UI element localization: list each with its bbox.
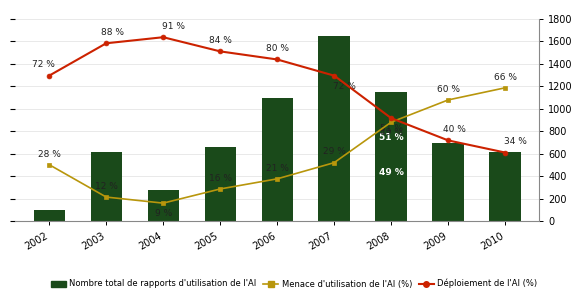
Text: 40 %: 40 %	[443, 125, 466, 134]
Text: 49 %: 49 %	[379, 168, 403, 177]
Bar	[262, 98, 293, 221]
Text: 60 %: 60 %	[437, 85, 460, 94]
Text: 88 %: 88 %	[101, 28, 123, 37]
Text: 72 %: 72 %	[333, 82, 356, 91]
Text: 91 %: 91 %	[162, 22, 185, 31]
Déploiement de l'AI (%)	[330, 74, 338, 78]
Déploiement de l'AI (%)	[103, 41, 110, 45]
Déploiement de l'AI (%)	[445, 139, 452, 142]
Déploiement de l'AI (%)	[216, 50, 223, 53]
Legend: Nombre total de rapports d'utilisation de l'AI, Menace d'utilisation de l'AI (%): Nombre total de rapports d'utilisation d…	[48, 276, 540, 292]
Text: 51 %: 51 %	[379, 133, 403, 142]
Menace d'utilisation de l'AI (%)	[273, 177, 280, 181]
Text: 9 %: 9 %	[155, 209, 172, 218]
Bar	[91, 152, 122, 221]
Text: 66 %: 66 %	[494, 73, 517, 82]
Déploiement de l'AI (%)	[502, 151, 509, 154]
Menace d'utilisation de l'AI (%)	[502, 86, 509, 90]
Menace d'utilisation de l'AI (%)	[160, 201, 167, 205]
Text: 29 %: 29 %	[323, 147, 346, 157]
Text: 16 %: 16 %	[209, 174, 232, 183]
Déploiement de l'AI (%)	[387, 116, 395, 120]
Bar	[205, 147, 236, 221]
Bar	[376, 92, 407, 221]
Déploiement de l'AI (%)	[273, 58, 280, 61]
Menace d'utilisation de l'AI (%)	[103, 195, 110, 199]
Menace d'utilisation de l'AI (%)	[46, 163, 53, 166]
Bar	[319, 36, 350, 221]
Text: 49 %: 49 %	[380, 128, 403, 137]
Bar	[433, 143, 464, 221]
Text: 72 %: 72 %	[32, 60, 55, 70]
Line: Menace d'utilisation de l'AI (%): Menace d'utilisation de l'AI (%)	[47, 85, 507, 205]
Text: 84 %: 84 %	[209, 36, 232, 45]
Menace d'utilisation de l'AI (%)	[387, 120, 395, 124]
Menace d'utilisation de l'AI (%)	[216, 187, 223, 191]
Text: 34 %: 34 %	[504, 137, 527, 146]
Déploiement de l'AI (%)	[160, 36, 167, 39]
Bar	[34, 210, 65, 221]
Text: 12 %: 12 %	[95, 182, 118, 191]
Text: 28 %: 28 %	[38, 149, 61, 158]
Text: 21 %: 21 %	[266, 164, 289, 173]
Bar	[148, 190, 179, 221]
Menace d'utilisation de l'AI (%)	[445, 98, 452, 102]
Menace d'utilisation de l'AI (%)	[330, 161, 338, 165]
Text: 80 %: 80 %	[266, 44, 289, 53]
Bar	[489, 152, 521, 221]
Déploiement de l'AI (%)	[46, 74, 53, 78]
Text: 51 %: 51 %	[380, 124, 403, 133]
Line: Déploiement de l'AI (%): Déploiement de l'AI (%)	[47, 35, 507, 155]
